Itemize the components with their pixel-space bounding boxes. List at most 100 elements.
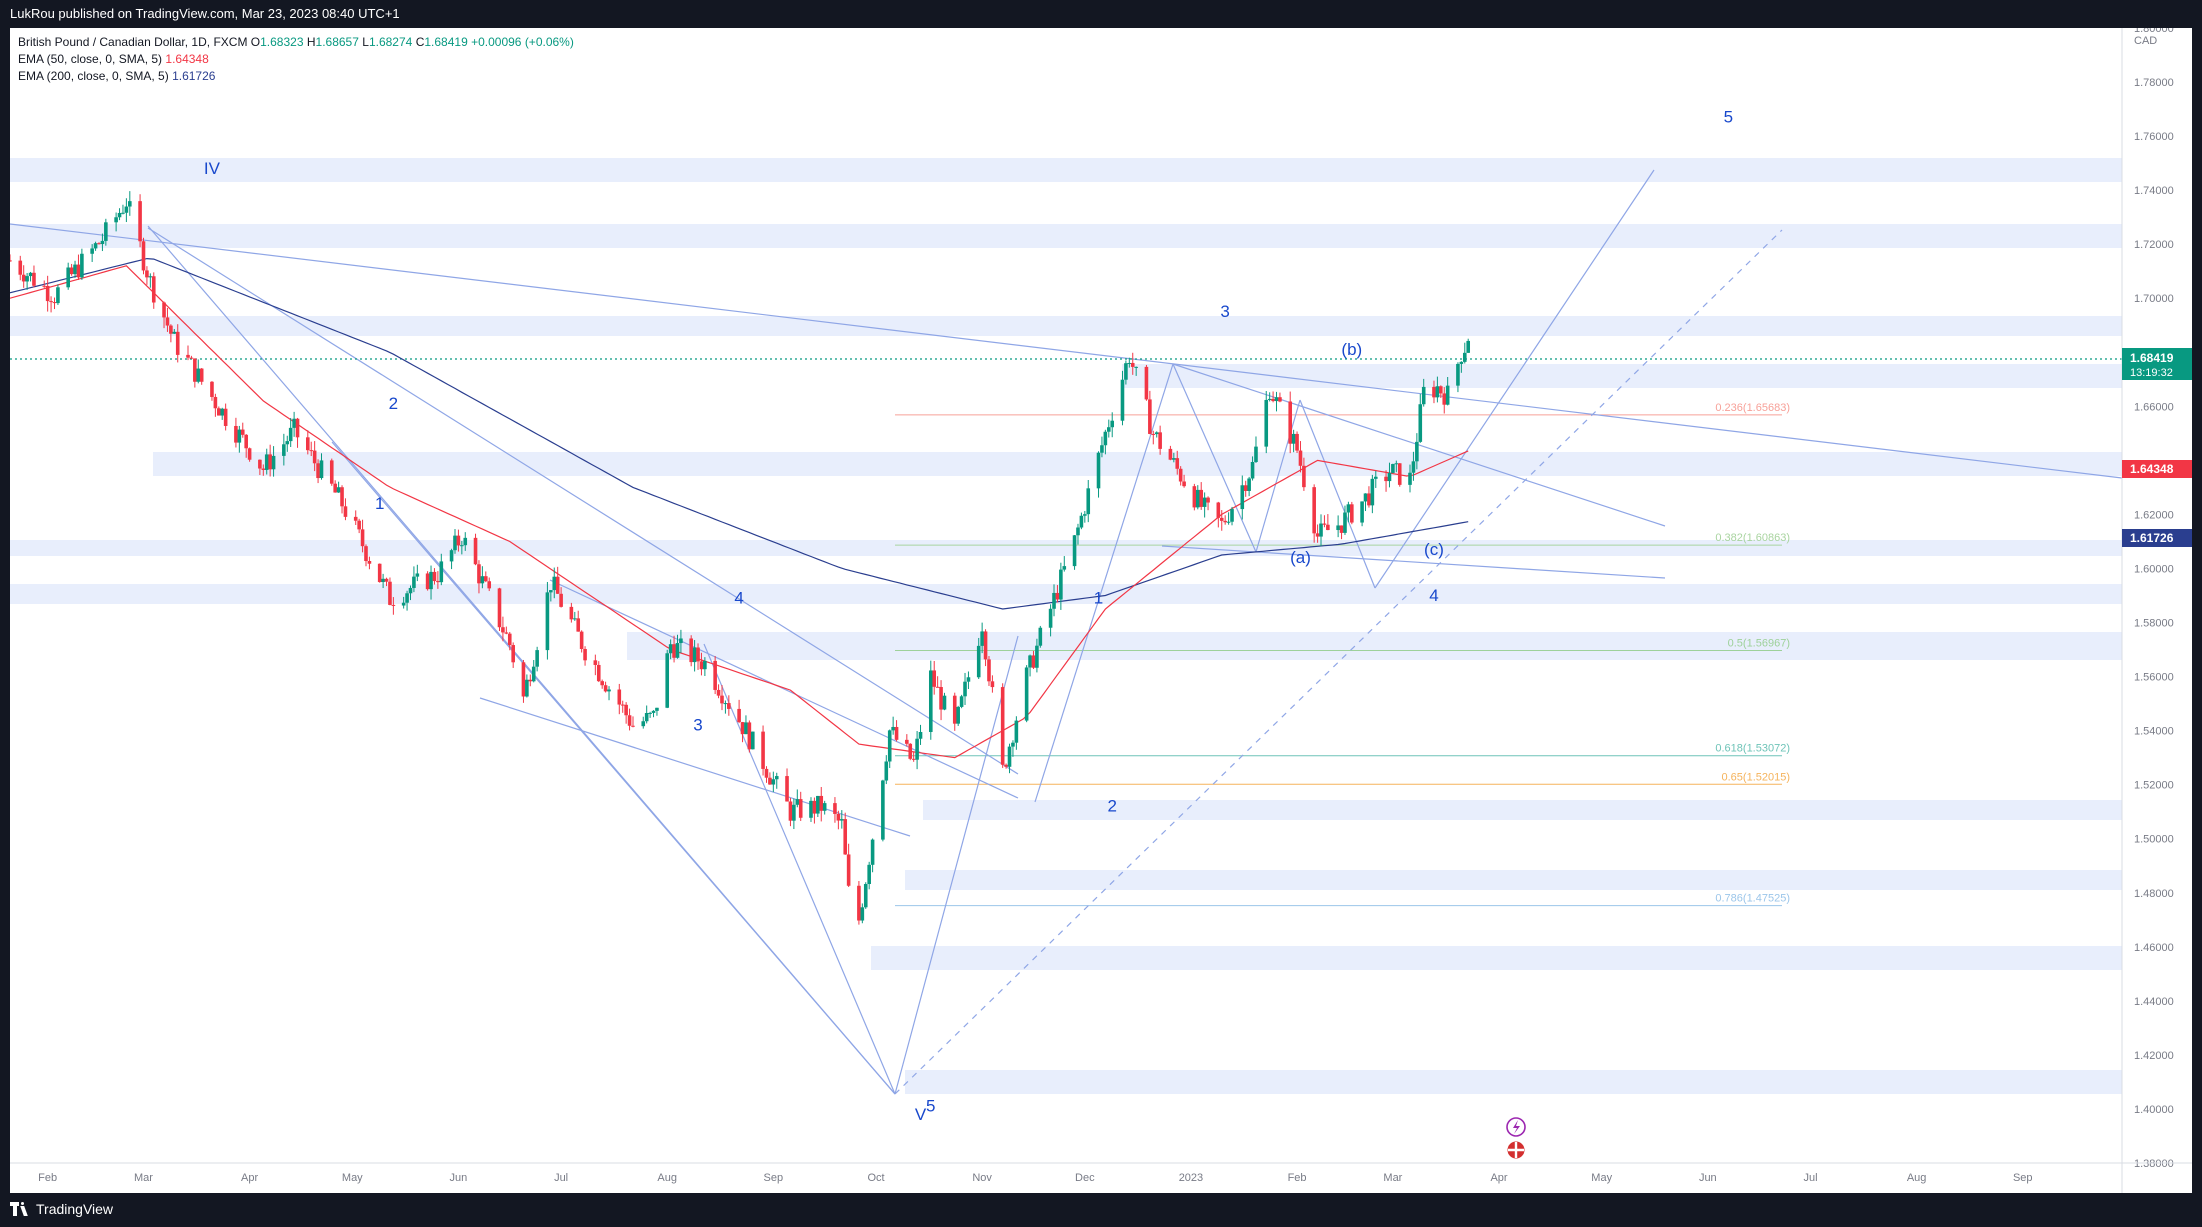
candle-body[interactable] xyxy=(18,260,23,275)
candle-body[interactable] xyxy=(720,695,724,704)
candle-body[interactable] xyxy=(1226,521,1231,523)
candle-body[interactable] xyxy=(596,664,601,682)
candle-body[interactable] xyxy=(213,396,218,409)
candle-body[interactable] xyxy=(1240,485,1245,510)
candle-body[interactable] xyxy=(477,564,481,584)
candle-body[interactable] xyxy=(1254,446,1258,462)
candle-body[interactable] xyxy=(1278,397,1282,402)
candle-body[interactable] xyxy=(10,260,12,262)
candle-body[interactable] xyxy=(1315,533,1320,537)
candle-body[interactable] xyxy=(93,243,98,249)
candle-body[interactable] xyxy=(1336,525,1340,531)
candle-body[interactable] xyxy=(193,358,197,382)
candle-body[interactable] xyxy=(812,800,817,814)
candle-body[interactable] xyxy=(121,212,125,214)
candle-body[interactable] xyxy=(1076,527,1080,536)
candle-body[interactable] xyxy=(723,703,728,705)
candle-body[interactable] xyxy=(987,659,991,682)
candle-body[interactable] xyxy=(141,241,146,271)
candle-body[interactable] xyxy=(607,689,611,692)
candle-body[interactable] xyxy=(1216,502,1221,518)
candle-body[interactable] xyxy=(1288,401,1293,444)
candle-body[interactable] xyxy=(1096,452,1101,489)
candle-body[interactable] xyxy=(1322,523,1327,525)
candle-body[interactable] xyxy=(456,535,461,546)
candle-body[interactable] xyxy=(1445,385,1450,405)
candle-body[interactable] xyxy=(151,276,156,303)
candle-body[interactable] xyxy=(1175,458,1180,469)
candle-body[interactable] xyxy=(593,660,598,665)
candle-body[interactable] xyxy=(1192,486,1197,508)
candle-body[interactable] xyxy=(1350,504,1354,523)
candle-body[interactable] xyxy=(1048,608,1053,628)
candle-body[interactable] xyxy=(990,681,995,688)
candle-body[interactable] xyxy=(412,576,416,588)
candle-body[interactable] xyxy=(1391,464,1395,473)
candle-body[interactable] xyxy=(1442,393,1447,405)
candle-body[interactable] xyxy=(928,670,933,732)
trend-lines[interactable] xyxy=(10,169,2123,1095)
candle-body[interactable] xyxy=(282,444,286,456)
candle-body[interactable] xyxy=(727,703,731,709)
candle-body[interactable] xyxy=(744,722,748,735)
candle-body[interactable] xyxy=(449,550,454,562)
candle-body[interactable] xyxy=(549,590,553,593)
candle-body[interactable] xyxy=(839,819,844,821)
trendline-triangle-bottom[interactable] xyxy=(1161,545,1666,579)
candle-body[interactable] xyxy=(716,689,721,696)
candle-body[interactable] xyxy=(1127,362,1132,364)
candle-body[interactable] xyxy=(675,643,680,658)
trendline-4-to-v[interactable] xyxy=(703,643,896,1095)
candle-body[interactable] xyxy=(1408,472,1412,485)
candle-body[interactable] xyxy=(285,441,290,445)
candle-body[interactable] xyxy=(1083,514,1087,516)
candle-body[interactable] xyxy=(237,429,242,443)
candle-body[interactable] xyxy=(247,448,252,460)
candle-body[interactable] xyxy=(552,576,557,591)
candle-body[interactable] xyxy=(576,618,581,632)
candle-body[interactable] xyxy=(52,302,57,304)
candle-body[interactable] xyxy=(1055,592,1060,600)
candle-body[interactable] xyxy=(963,681,967,697)
candle-body[interactable] xyxy=(668,644,673,654)
candle-body[interactable] xyxy=(795,799,800,805)
candle-body[interactable] xyxy=(56,287,60,304)
candle-body[interactable] xyxy=(432,571,437,582)
candle-body[interactable] xyxy=(415,573,420,577)
candle-body[interactable] xyxy=(672,644,676,658)
ema200-path[interactable] xyxy=(10,257,1469,610)
trendline-2-to-3[interactable] xyxy=(1034,363,1174,803)
candle-body[interactable] xyxy=(42,285,47,287)
candle-body[interactable] xyxy=(1370,478,1375,506)
candle-body[interactable] xyxy=(1154,432,1159,435)
candle-body[interactable] xyxy=(600,681,604,686)
candle-body[interactable] xyxy=(264,454,269,470)
candle-body[interactable] xyxy=(28,272,33,277)
candle-body[interactable] xyxy=(572,618,577,620)
candle-body[interactable] xyxy=(172,331,177,334)
candle-body[interactable] xyxy=(217,408,221,416)
candle-body[interactable] xyxy=(1031,655,1036,668)
candle-body[interactable] xyxy=(1247,478,1251,491)
candle-body[interactable] xyxy=(843,819,848,855)
candle-body[interactable] xyxy=(1178,468,1183,482)
candle-body[interactable] xyxy=(620,704,625,706)
candle-body[interactable] xyxy=(579,631,584,649)
candle-body[interactable] xyxy=(425,573,430,590)
candle-body[interactable] xyxy=(1230,509,1234,522)
candle-body[interactable] xyxy=(511,645,515,663)
candle-body[interactable] xyxy=(679,638,683,644)
candle-body[interactable] xyxy=(1363,493,1368,502)
ema50-line[interactable] xyxy=(10,265,1469,759)
candle-body[interactable] xyxy=(528,679,533,682)
candle-body[interactable] xyxy=(384,578,389,582)
candle-body[interactable] xyxy=(25,276,29,282)
candle-body[interactable] xyxy=(631,725,635,727)
candle-body[interactable] xyxy=(1120,379,1125,421)
candle-body[interactable] xyxy=(1397,463,1402,485)
candle-body[interactable] xyxy=(357,520,361,530)
candle-body[interactable] xyxy=(1360,501,1364,523)
candle-body[interactable] xyxy=(1199,489,1204,507)
candle-body[interactable] xyxy=(689,638,693,663)
candle-body[interactable] xyxy=(234,425,238,443)
